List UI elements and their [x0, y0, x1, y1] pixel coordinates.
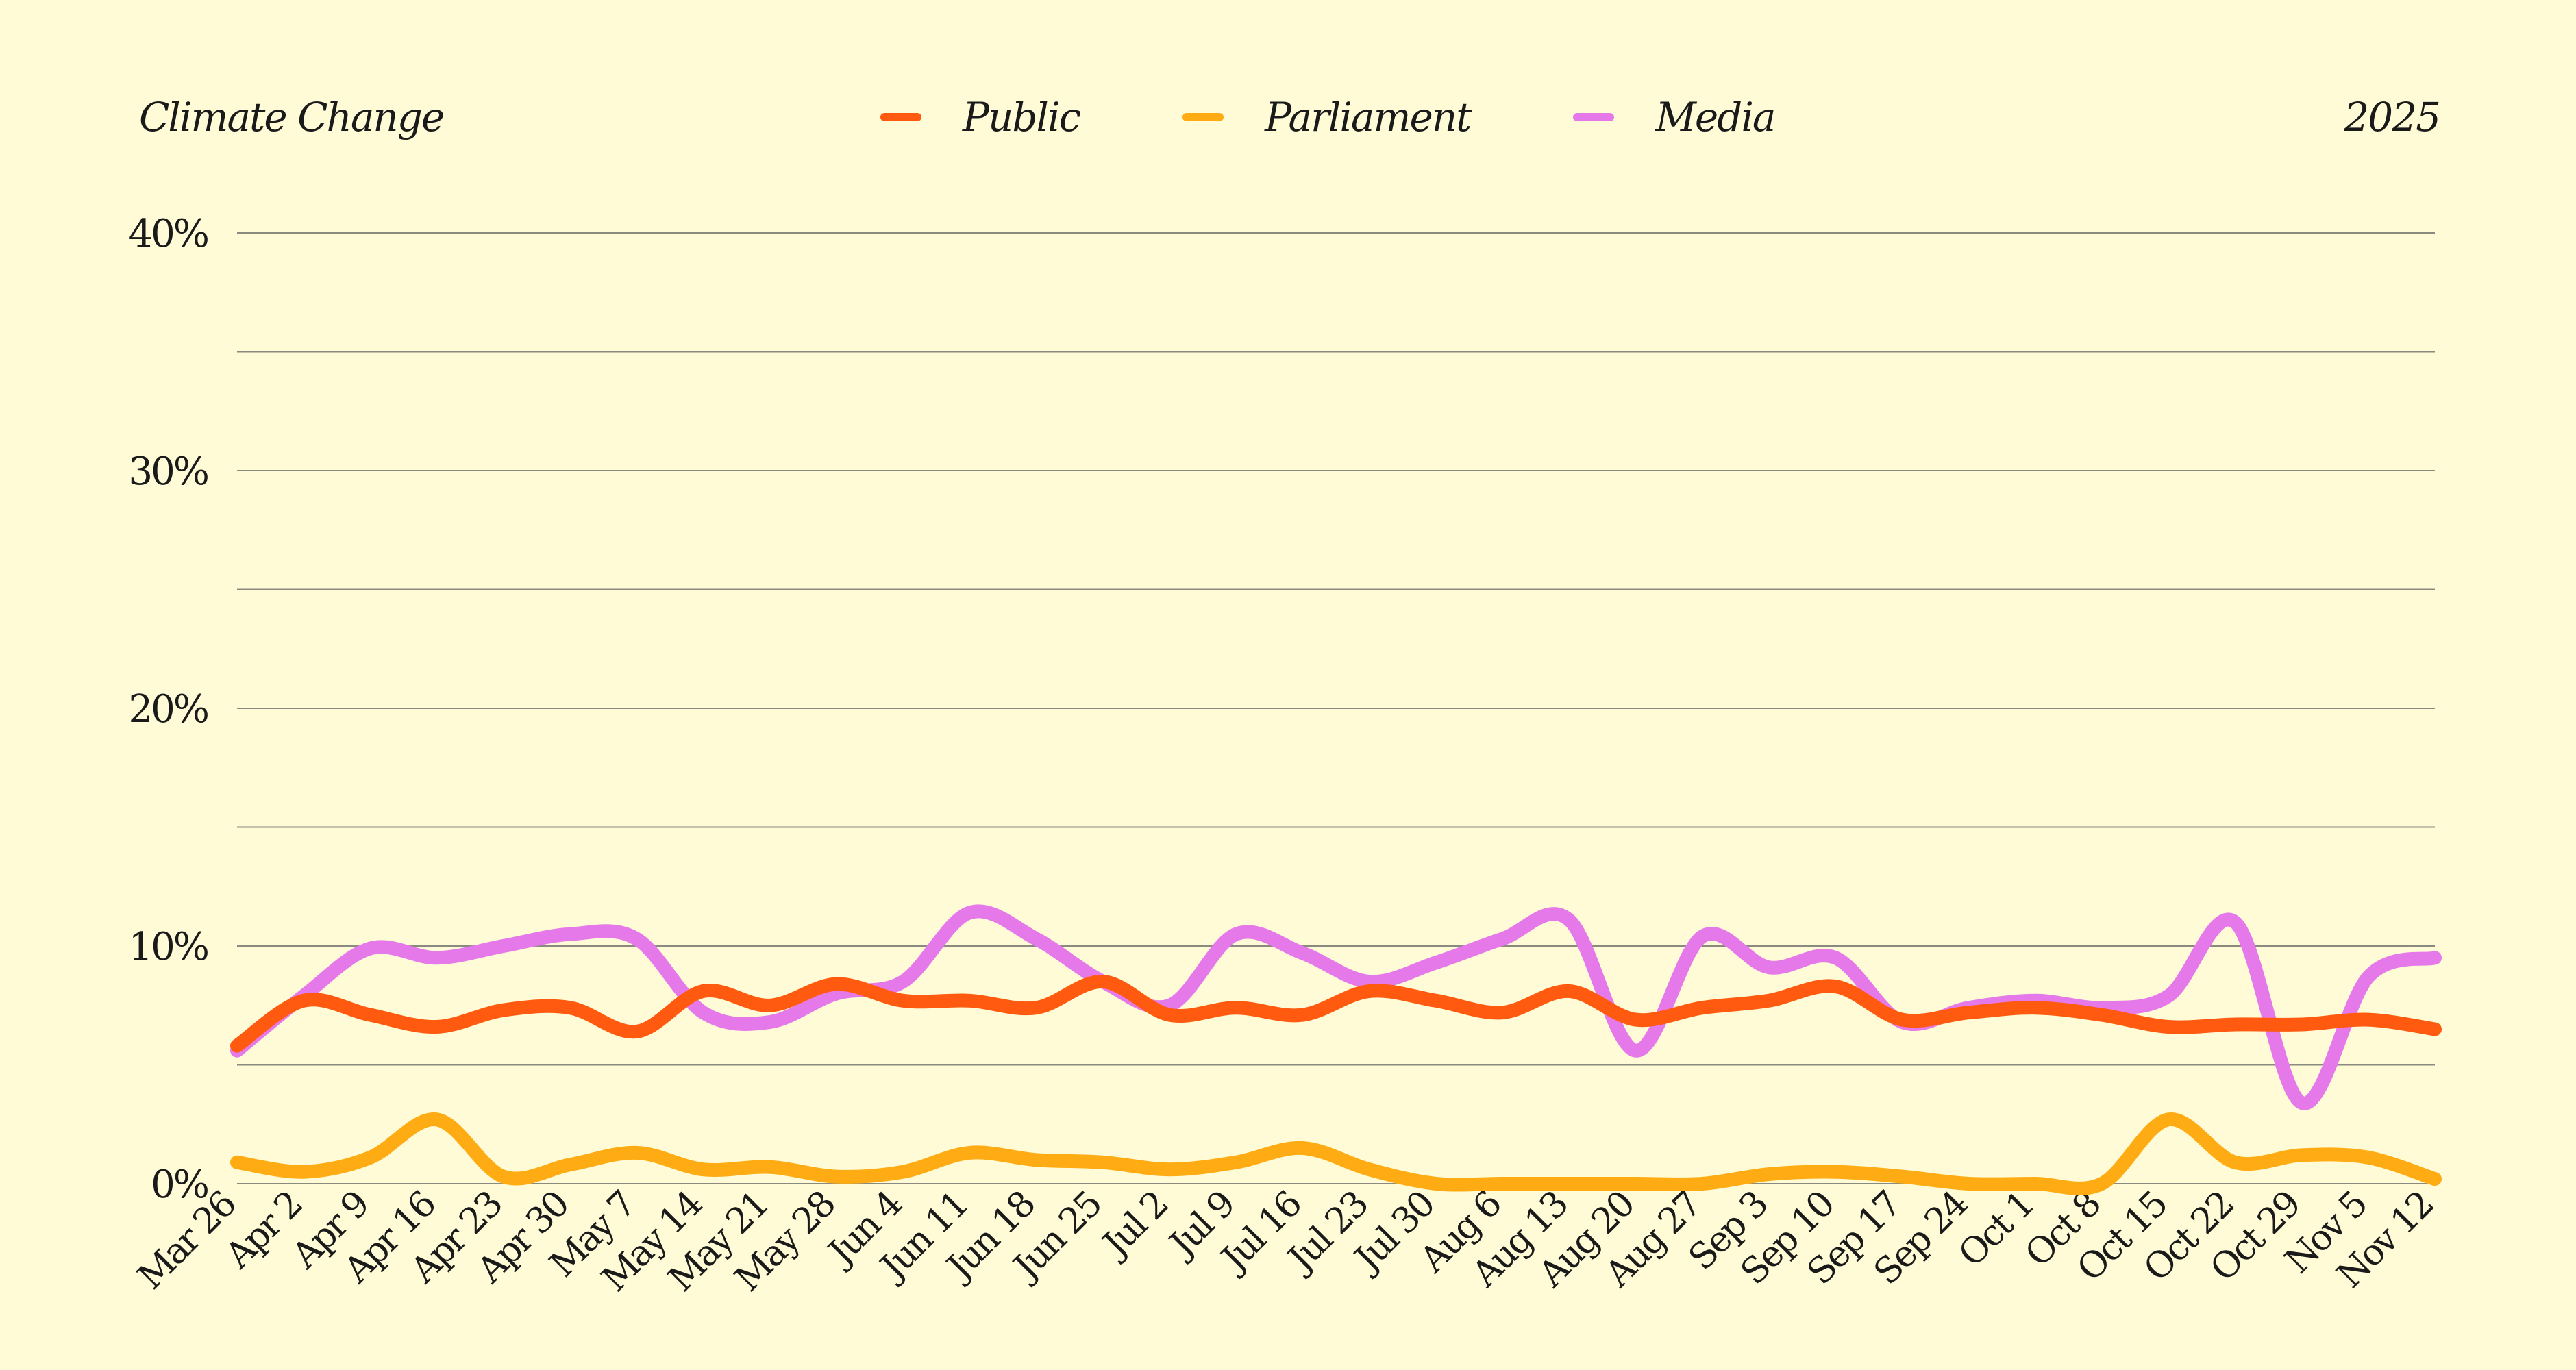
series-lines — [230, 904, 2442, 1195]
legend-swatch-parliament — [1182, 113, 1224, 121]
y-tick-label: 30% — [129, 449, 208, 494]
legend-label-parliament: Parliament — [1265, 94, 1472, 140]
legend-item-media: Media — [1573, 94, 1776, 140]
x-tick-label: Apr 2 — [217, 1184, 310, 1277]
y-tick-label: 20% — [129, 687, 208, 732]
legend-label-media: Media — [1655, 94, 1776, 140]
x-tick-label: Jul 2 — [1093, 1184, 1176, 1267]
y-tick-label: 40% — [129, 212, 208, 256]
chart-title: Climate Change — [139, 94, 445, 140]
x-tick-label: Oct 1 — [1951, 1184, 2042, 1275]
y-tick-label: 10% — [129, 925, 208, 969]
legend-item-public: Public — [880, 94, 1081, 140]
legend-swatch-public — [880, 113, 921, 121]
legend-swatch-media — [1573, 113, 1615, 121]
y-axis-tick-labels: 0% 10% 20% 30% 40% — [129, 212, 210, 1207]
legend-item-parliament: Parliament — [1182, 94, 1472, 140]
legend-label-public: Public — [963, 94, 1081, 140]
legend: Public Parliament Media — [880, 94, 1877, 140]
series-line-parliament — [230, 1112, 2442, 1195]
y-tick-label: 0% — [151, 1162, 208, 1207]
grid-lines — [237, 232, 2435, 1184]
series-line-media — [230, 904, 2442, 1110]
series-line-public — [230, 975, 2442, 1053]
chart-year: 2025 — [2344, 94, 2441, 140]
